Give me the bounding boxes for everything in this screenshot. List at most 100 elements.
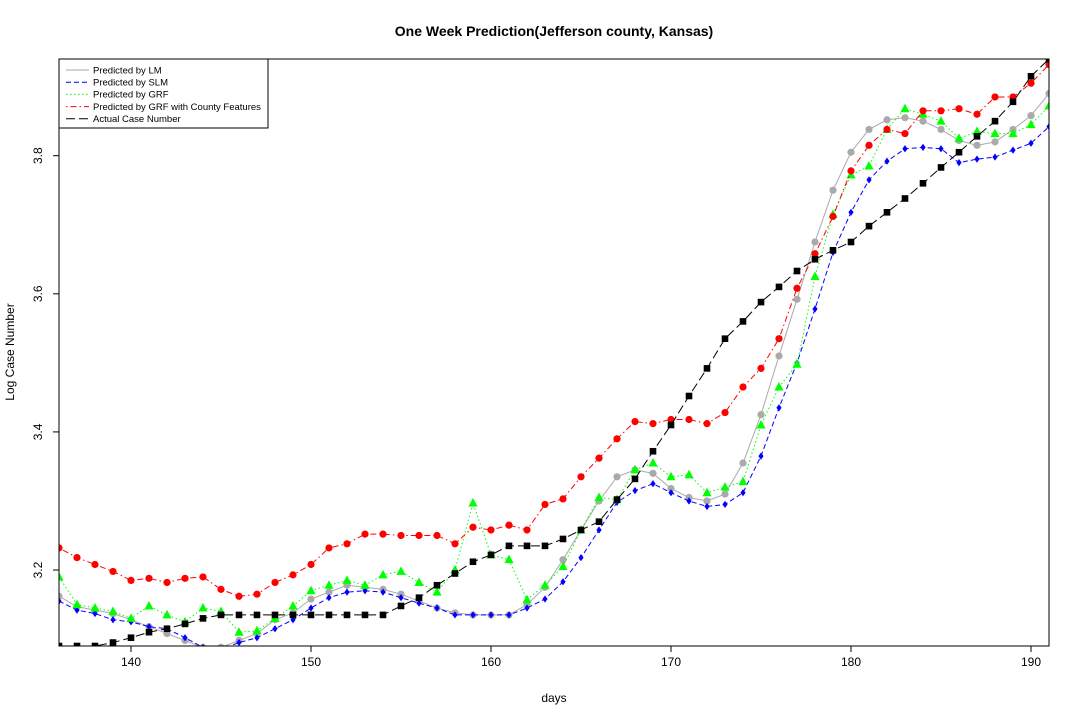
data-point (901, 114, 909, 122)
data-point (325, 588, 333, 596)
data-point (91, 560, 99, 569)
series-line (59, 93, 1049, 646)
data-point (361, 611, 369, 619)
data-point (884, 157, 890, 165)
data-point (847, 167, 855, 175)
data-point (648, 457, 658, 467)
data-point (433, 531, 441, 540)
data-point (308, 604, 314, 612)
data-point (738, 476, 748, 486)
x-tick-label: 160 (481, 655, 501, 669)
data-point (991, 138, 999, 146)
data-point (974, 155, 980, 163)
data-point (451, 570, 459, 577)
data-point (883, 209, 891, 216)
data-point (937, 125, 945, 134)
data-point (361, 530, 369, 538)
data-point (793, 295, 801, 303)
data-point (668, 489, 674, 497)
data-point (919, 117, 927, 125)
data-point (577, 473, 585, 481)
data-point (613, 435, 621, 443)
data-point (145, 574, 153, 582)
data-point (972, 126, 982, 136)
data-point (378, 569, 388, 579)
y-tick-label: 3.8 (31, 147, 45, 164)
legend-label: Predicted by GRF (93, 90, 169, 101)
data-point (379, 530, 387, 538)
data-point (505, 542, 513, 550)
data-point (864, 161, 874, 170)
data-point (362, 587, 368, 595)
x-tick-label: 170 (661, 655, 681, 669)
data-point (220, 645, 222, 646)
legend-label: Predicted by SLM (93, 78, 168, 89)
data-point (829, 212, 837, 221)
series-line (59, 59, 1049, 646)
data-point (505, 521, 513, 529)
data-point (848, 208, 854, 216)
data-point (343, 540, 351, 548)
data-point (559, 556, 567, 564)
data-point (792, 359, 802, 368)
data-point (397, 602, 405, 610)
data-point (234, 627, 244, 636)
data-point (775, 352, 783, 360)
data-point (1026, 119, 1036, 129)
data-point (253, 590, 261, 598)
series-5 (59, 59, 1049, 646)
data-point (272, 625, 278, 633)
data-point (793, 267, 801, 275)
data-point (253, 611, 261, 619)
data-point (757, 298, 765, 306)
data-point (559, 535, 567, 543)
series-line (59, 105, 1049, 633)
data-point (992, 153, 998, 161)
data-point (524, 604, 530, 612)
data-point (900, 103, 910, 113)
data-point (990, 128, 1000, 138)
data-point (666, 471, 676, 481)
data-point (866, 176, 872, 184)
data-point (59, 544, 63, 552)
data-point (235, 611, 243, 619)
data-point (991, 93, 999, 101)
data-point (326, 594, 332, 602)
data-point (667, 421, 675, 429)
data-point (811, 255, 819, 263)
series-line (59, 126, 1049, 646)
x-tick-label: 140 (121, 655, 141, 669)
data-point (109, 639, 117, 646)
data-point (504, 554, 514, 564)
data-point (217, 611, 225, 619)
data-point (558, 561, 568, 571)
data-point (396, 566, 406, 575)
data-point (541, 500, 549, 509)
data-point (468, 498, 478, 507)
data-point (307, 611, 315, 619)
data-point (702, 487, 712, 497)
data-point (59, 592, 63, 600)
data-point (108, 606, 118, 615)
x-tick-label: 190 (1021, 655, 1041, 669)
plot-frame (58, 58, 1050, 647)
data-point (271, 578, 279, 587)
data-point (740, 489, 746, 497)
data-point (288, 600, 298, 610)
data-point (252, 625, 262, 635)
data-point (649, 469, 657, 477)
data-point (236, 638, 242, 646)
data-point (144, 600, 154, 610)
data-point (1046, 123, 1049, 131)
data-point (90, 603, 100, 612)
data-point (162, 609, 172, 619)
data-point (704, 502, 710, 511)
data-point (289, 571, 297, 579)
data-point (127, 576, 135, 584)
data-point (432, 587, 442, 596)
data-point (703, 365, 711, 372)
data-point (506, 611, 512, 619)
data-point (594, 492, 604, 502)
data-point (684, 469, 694, 479)
